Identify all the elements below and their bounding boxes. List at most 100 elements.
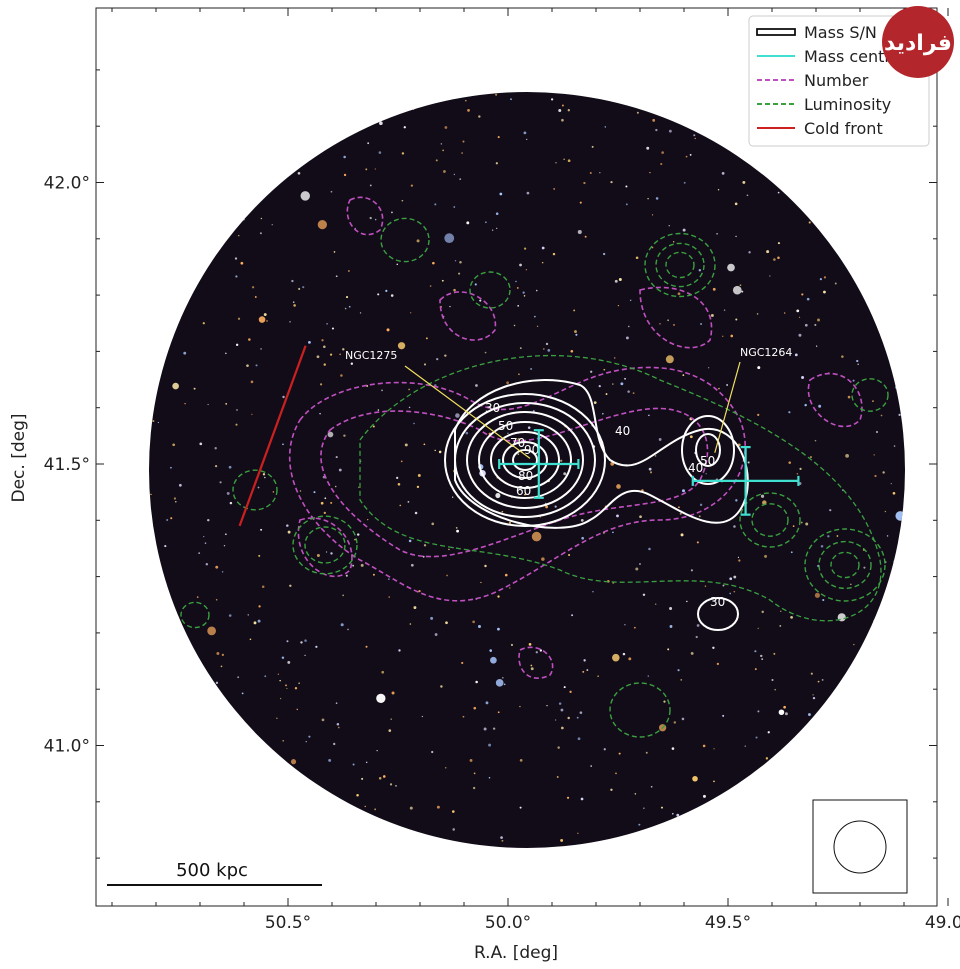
star [408,406,411,409]
star [873,454,875,456]
star [496,227,498,230]
star [818,404,822,408]
star [841,355,844,358]
luminosity-contour [304,526,346,564]
star [345,574,348,577]
star [729,592,732,595]
star [479,299,482,302]
star [442,149,445,152]
star [530,664,533,667]
star [480,581,482,584]
star [655,128,658,132]
star [395,785,397,787]
star [510,643,514,647]
contour-label: 80 [518,469,533,483]
star [215,565,219,569]
star [796,309,800,313]
star [452,496,454,498]
star [541,261,544,264]
star [577,229,582,235]
star [700,322,703,325]
star [327,431,334,438]
luminosity-contour [665,251,695,279]
star [475,680,478,684]
star [264,675,267,678]
star [234,257,238,260]
star [286,524,289,527]
star [431,750,434,754]
star [444,767,447,769]
contour-label: 50 [700,454,715,468]
star [760,494,765,498]
star [220,665,223,668]
star [679,512,682,515]
star [337,726,340,729]
star [204,542,207,544]
star [183,351,187,355]
star [378,151,382,154]
star [228,465,232,469]
star [390,718,392,720]
luminosity-contour [655,242,705,288]
star [535,651,538,654]
star [546,705,548,707]
star [530,667,534,671]
star [434,449,436,452]
star [523,247,527,250]
star [790,551,793,554]
star [287,660,291,664]
star [625,203,628,206]
luminosity-contour [830,551,860,579]
star [567,716,570,720]
star [172,382,179,390]
star [747,461,750,464]
star [261,585,265,588]
star [152,420,155,423]
star [800,521,803,524]
star [235,275,238,278]
star [561,726,564,730]
star [875,430,879,434]
star [689,153,692,156]
contour-label: 90 [524,443,539,457]
star [214,465,218,468]
star [629,299,632,302]
luminosity-contour [232,469,278,511]
star [429,285,432,287]
star [592,590,594,593]
star [527,426,531,429]
star [434,203,437,206]
x-axis-label: R.A. [deg] [474,943,558,963]
star [264,476,266,479]
star [365,761,368,764]
star [276,717,278,719]
star [342,348,345,351]
star [266,320,268,322]
star [573,309,576,312]
star [157,421,160,424]
luminosity-contour [751,503,789,537]
star [423,544,427,547]
mass-sn-contour [512,449,538,471]
star [682,489,686,493]
star [526,191,530,195]
star [203,536,205,538]
contour-label: 50 [498,419,513,433]
star [372,425,375,428]
star [810,672,813,675]
star [374,168,376,170]
cold-front-line [238,345,307,527]
star [880,414,883,417]
star [732,285,742,295]
star [304,654,306,656]
star [365,645,368,648]
star [502,677,504,679]
star [501,510,504,513]
star [246,364,249,368]
star [735,235,737,238]
star [413,422,415,425]
star [459,260,462,264]
star [326,322,328,325]
